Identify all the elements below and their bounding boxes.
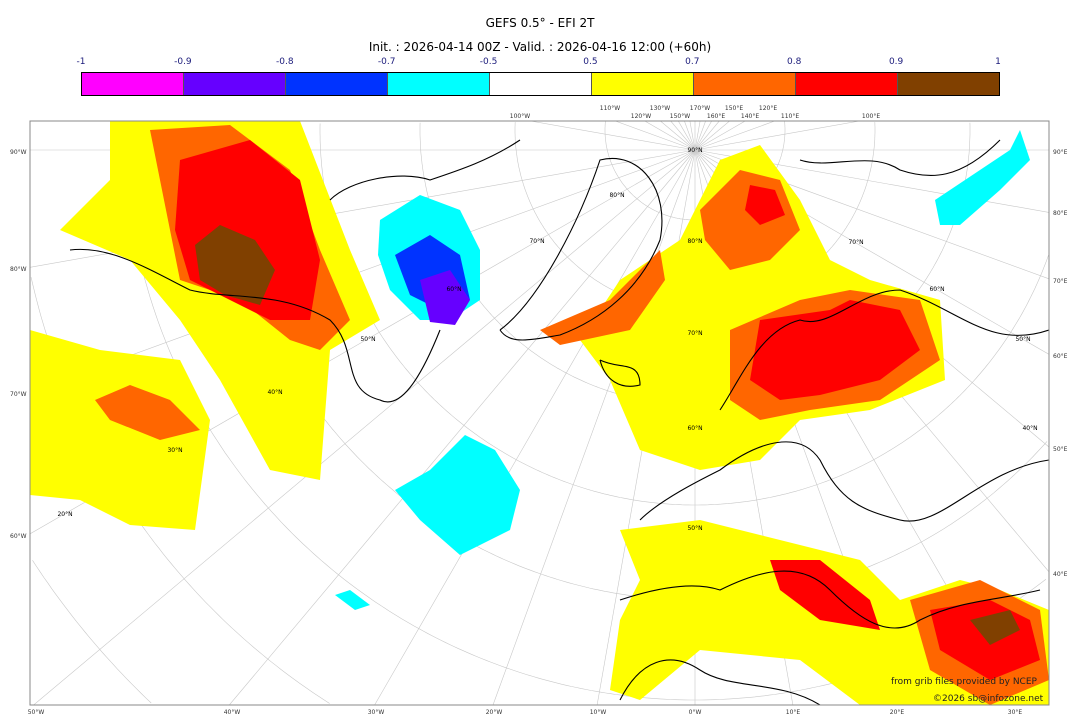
axis-label: 30°N — [167, 447, 182, 454]
colorbar-swatch — [82, 73, 184, 95]
axis-label: 40°W — [224, 709, 241, 716]
parallel — [32, 560, 152, 704]
axis-label: 60°W — [10, 533, 27, 540]
axis-label: 70°N — [529, 238, 544, 245]
axis-label: 160°E — [707, 113, 725, 120]
axis-label: 70°W — [10, 391, 27, 398]
meridian — [615, 121, 696, 151]
axis-label: 20°W — [486, 709, 503, 716]
axis-label: 80°N — [609, 192, 624, 199]
axis-label: 130°W — [650, 105, 670, 112]
axis-label: 120°E — [759, 105, 777, 112]
coastlines — [69, 139, 1049, 705]
colorbar-tick-label: 1 — [995, 57, 1001, 67]
meridian — [33, 149, 696, 705]
colorbar-tick-label: -0.5 — [479, 57, 498, 67]
meridian — [694, 121, 701, 151]
meridian — [229, 149, 696, 705]
axis-label: 110°E — [781, 113, 799, 120]
meridian — [670, 121, 696, 151]
axis-label: 70°N — [848, 239, 863, 246]
axis-label: 30°E — [1008, 709, 1023, 716]
map-title: GEFS 0.5° - EFI 2T — [485, 16, 595, 30]
axis-label: 20°N — [57, 511, 72, 518]
colorbar-swatch — [184, 73, 286, 95]
axis-label: 80°N — [687, 238, 702, 245]
axis-label: 10°E — [786, 709, 801, 716]
axis-label: 60°N — [446, 286, 461, 293]
axis-label: 10°W — [590, 709, 607, 716]
meridian — [678, 121, 696, 151]
source-credit: from grib files provided by NCEP — [891, 677, 1038, 687]
axis-label: 70°E — [1053, 278, 1068, 285]
efi-violet — [420, 270, 470, 325]
meridian — [660, 121, 696, 151]
axis-label: 100°E — [862, 113, 880, 120]
axis-label: 60°E — [1053, 353, 1068, 360]
meridian — [492, 149, 696, 705]
meridian — [684, 121, 696, 151]
meridian — [694, 121, 746, 151]
axis-label: 60°N — [929, 286, 944, 293]
axis-label: 120°W — [631, 113, 651, 120]
meridian — [694, 121, 712, 151]
colorbar — [81, 72, 1000, 96]
colorbar-tick-label: -0.8 — [275, 57, 294, 67]
colorbar-swatch — [592, 73, 694, 95]
axis-label: 50°N — [360, 336, 375, 343]
copyright-credit: ©2026 sb@infozone.net — [933, 694, 1044, 704]
axis-label: 40°N — [1022, 425, 1037, 432]
map-subtitle: Init. : 2026-04-14 00Z - Valid. : 2026-0… — [368, 40, 712, 54]
axis-label: 50°W — [28, 709, 45, 716]
colorbar-swatch — [490, 73, 592, 95]
axis-label: 70°N — [687, 330, 702, 337]
axis-label: 50°E — [1053, 446, 1068, 453]
meridian — [694, 121, 860, 151]
colorbar-swatch — [898, 73, 999, 95]
colorbar-swatch — [388, 73, 490, 95]
meridian — [30, 149, 696, 393]
axis-label: 30°W — [368, 709, 385, 716]
colorbar-tick-label: 0.9 — [888, 57, 904, 67]
colorbar-tick-label: -0.7 — [377, 57, 396, 67]
axis-label: 60°N — [687, 425, 702, 432]
meridian — [694, 121, 706, 151]
meridian — [689, 121, 696, 151]
meridian — [694, 121, 720, 151]
colorbar-tick-label: 0.5 — [583, 57, 598, 67]
axis-label: 90°W — [10, 149, 27, 156]
map-frame — [29, 120, 1050, 706]
axis-label: 100°W — [510, 113, 530, 120]
meridian — [644, 121, 696, 151]
map-body — [30, 121, 1049, 705]
axis-label: 150°E — [725, 105, 743, 112]
axis-label: 110°W — [600, 105, 620, 112]
axis-label: 40°N — [267, 389, 282, 396]
axis-label: 50°N — [1015, 336, 1030, 343]
axis-label: 90°E — [1053, 149, 1068, 156]
colorbar-tick-label: -0.9 — [174, 57, 192, 67]
colorbar-tick-label: 0.8 — [787, 57, 802, 67]
colorbar-swatch — [694, 73, 796, 95]
axis-label: 20°E — [890, 709, 905, 716]
axis-label: 170°W — [690, 105, 710, 112]
axis-label: 40°E — [1053, 571, 1068, 578]
axis-label: 150°W — [670, 113, 690, 120]
axis-label: 50°N — [687, 525, 702, 532]
colorbar-tick-label: -1 — [76, 57, 86, 67]
efi-brown — [195, 225, 1020, 645]
meridian — [374, 149, 696, 705]
axis-label: 80°E — [1053, 210, 1068, 217]
meridian — [530, 121, 696, 151]
colorbar-tick-label: 0.7 — [685, 57, 700, 67]
colorbar-swatch — [286, 73, 388, 95]
meridian — [694, 121, 775, 151]
axis-label: 140°E — [741, 113, 759, 120]
colorbar-swatch — [796, 73, 898, 95]
meridian — [694, 121, 730, 151]
axis-label: 80°W — [10, 266, 27, 273]
axis-label: 0°W — [689, 709, 702, 716]
axis-label: 90°N — [687, 147, 702, 154]
